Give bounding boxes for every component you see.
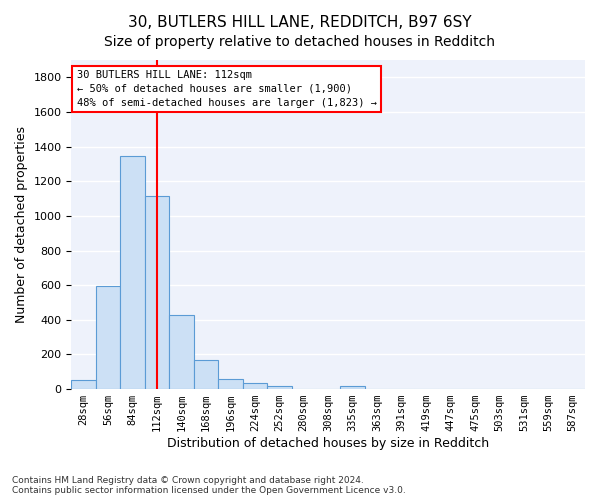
Bar	[96, 286, 121, 389]
Text: 30, BUTLERS HILL LANE, REDDITCH, B97 6SY: 30, BUTLERS HILL LANE, REDDITCH, B97 6SY	[128, 15, 472, 30]
Text: 30 BUTLERS HILL LANE: 112sqm
← 50% of detached houses are smaller (1,900)
48% of: 30 BUTLERS HILL LANE: 112sqm ← 50% of de…	[77, 70, 377, 108]
Bar	[218, 378, 242, 389]
Bar	[340, 386, 365, 389]
Bar	[267, 386, 292, 389]
Bar	[169, 316, 194, 389]
Text: Size of property relative to detached houses in Redditch: Size of property relative to detached ho…	[104, 35, 496, 49]
Y-axis label: Number of detached properties: Number of detached properties	[15, 126, 28, 323]
Bar	[71, 380, 96, 389]
Bar	[194, 360, 218, 389]
Bar	[145, 196, 169, 389]
Bar	[121, 156, 145, 389]
X-axis label: Distribution of detached houses by size in Redditch: Distribution of detached houses by size …	[167, 437, 489, 450]
Text: Contains HM Land Registry data © Crown copyright and database right 2024.
Contai: Contains HM Land Registry data © Crown c…	[12, 476, 406, 495]
Bar	[242, 382, 267, 389]
